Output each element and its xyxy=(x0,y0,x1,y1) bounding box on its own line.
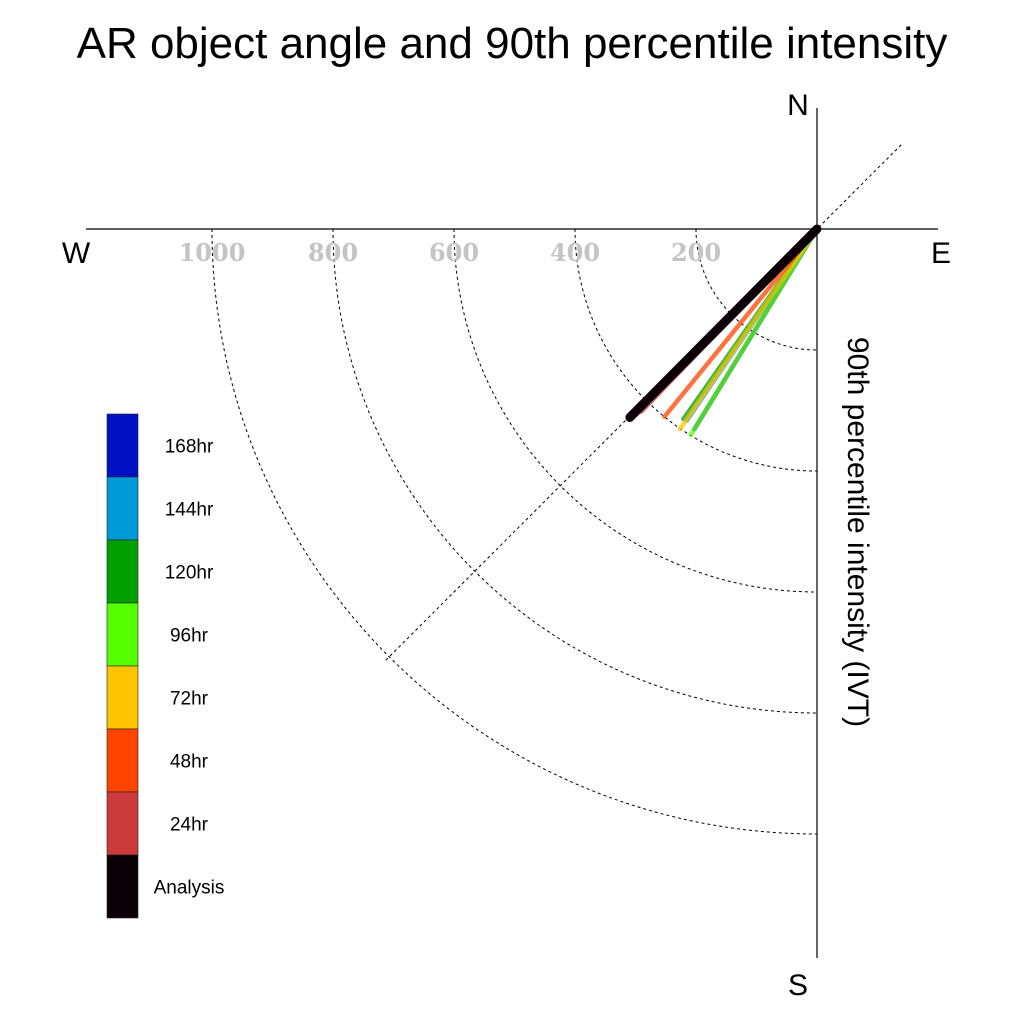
origin-point xyxy=(813,225,821,233)
chart-title: AR object angle and 90th percentile inte… xyxy=(77,19,948,68)
legend-swatch-144hr xyxy=(106,476,139,541)
range-ring-1000 xyxy=(211,228,818,835)
legend-label-120hr: 120hr xyxy=(165,563,214,584)
compass-south-label: S xyxy=(788,969,808,1002)
legend-label-72hr: 72hr xyxy=(170,689,209,710)
legend-label-48hr: 48hr xyxy=(170,752,209,773)
compass-west-label: W xyxy=(62,237,91,270)
compass-axes xyxy=(86,108,938,958)
legend-label-24hr: 24hr xyxy=(170,815,209,836)
radial-axis-label: 90th percentile intensity (IVT) xyxy=(841,337,874,727)
legend-label-168hr: 168hr xyxy=(165,437,214,458)
legend-swatch-analysis xyxy=(106,854,139,919)
vector-analysis xyxy=(625,224,822,422)
legend-swatch-24hr xyxy=(106,791,139,856)
polar-grid xyxy=(211,143,903,835)
legend-swatch-48hr xyxy=(106,728,139,793)
range-ring-400 xyxy=(574,228,818,472)
legend-label-96hr: 96hr xyxy=(170,626,209,647)
radial-tick-labels: 200 400 600 800 1000 xyxy=(179,238,721,267)
compass-north-label: N xyxy=(787,89,809,122)
radial-tick-400: 400 xyxy=(550,238,600,267)
compass-east-label: E xyxy=(931,237,951,270)
legend-swatch-72hr xyxy=(106,665,139,730)
intensity-vectors xyxy=(625,224,822,438)
diagonal-guide xyxy=(385,143,903,661)
vector-72hr xyxy=(677,226,820,432)
range-ring-800 xyxy=(332,228,818,714)
radial-tick-800: 800 xyxy=(308,238,358,267)
legend-label-analysis: Analysis xyxy=(154,878,225,899)
range-ring-200 xyxy=(695,228,818,351)
legend-swatch-168hr xyxy=(106,413,139,478)
legend-label-144hr: 144hr xyxy=(165,500,214,521)
legend-swatch-96hr xyxy=(106,602,139,667)
legend-swatch-120hr xyxy=(106,539,139,604)
radial-tick-1000: 1000 xyxy=(179,238,246,267)
radial-tick-200: 200 xyxy=(671,238,721,267)
radial-tick-600: 600 xyxy=(429,238,479,267)
legend: 168hr 144hr 120hr 96hr 72hr 48hr 24hr Analysis xyxy=(106,413,225,919)
